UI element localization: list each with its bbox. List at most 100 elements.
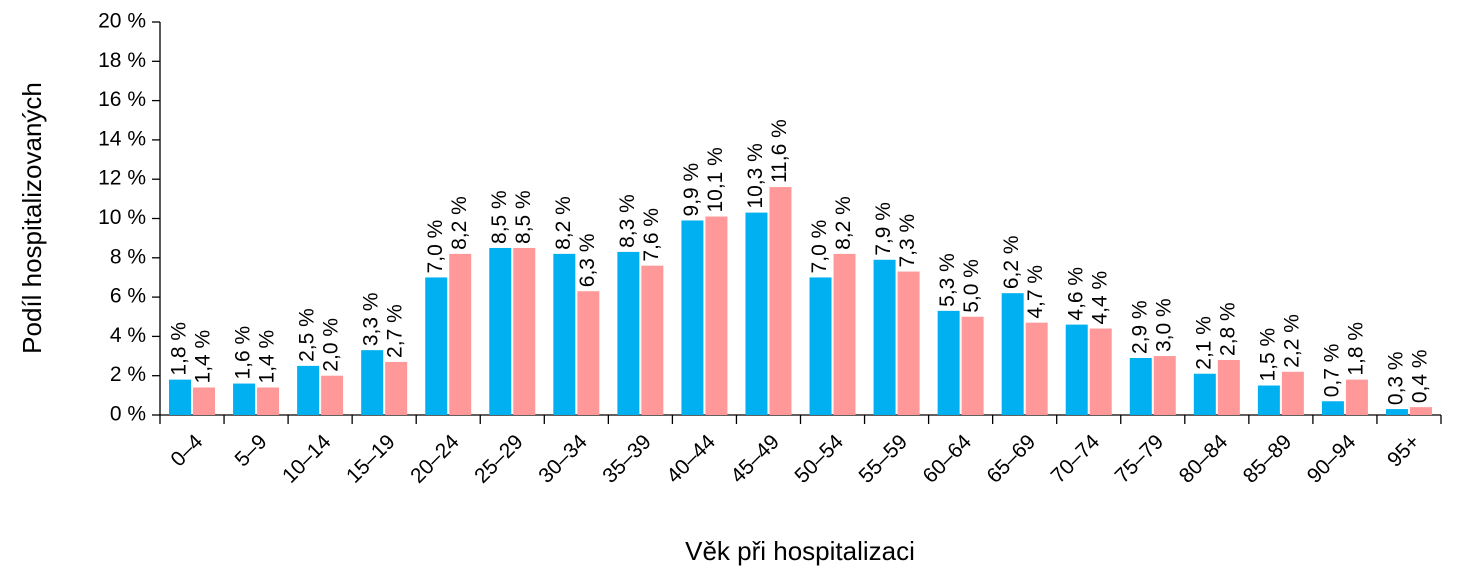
bar: [1409, 407, 1432, 415]
value-label: 6,3 %: [576, 234, 599, 288]
value-label: 8,2 %: [552, 196, 575, 250]
x-tick-label: 5–9: [230, 430, 271, 471]
bar: [809, 277, 832, 415]
x-tick-label: 50–54: [790, 430, 848, 488]
y-tick-label: 6 %: [110, 285, 146, 308]
value-label: 1,4 %: [256, 330, 279, 384]
value-label: 2,9 %: [1128, 300, 1151, 354]
value-label: 3,0 %: [1152, 298, 1175, 352]
bar: [1153, 356, 1176, 415]
x-tick-label: 65–69: [983, 430, 1041, 488]
value-label: 0,7 %: [1320, 344, 1343, 398]
x-tick-label: 10–14: [278, 430, 336, 488]
x-tick-label: 85–89: [1239, 430, 1297, 488]
x-tick-label: 25–29: [470, 430, 528, 488]
bar: [1321, 401, 1344, 415]
bar: [1193, 373, 1216, 415]
value-label: 9,9 %: [680, 163, 703, 217]
bar: [361, 350, 384, 415]
value-label: 7,9 %: [872, 202, 895, 256]
bar: [425, 277, 448, 415]
bar: [1257, 385, 1280, 415]
value-label: 2,0 %: [320, 318, 343, 372]
value-label: 8,5 %: [488, 190, 511, 244]
bar: [1281, 371, 1304, 415]
value-label: 1,4 %: [192, 330, 215, 384]
y-tick-label: 4 %: [110, 324, 146, 347]
value-label: 5,0 %: [960, 259, 983, 313]
value-label: 10,1 %: [704, 147, 727, 212]
value-label: 8,2 %: [832, 196, 855, 250]
y-axis-title: Podíl hospitalizovaných: [17, 82, 47, 354]
bar: [897, 271, 920, 415]
x-tick-label: 0–4: [166, 430, 207, 471]
value-label: 2,8 %: [1216, 302, 1239, 356]
y-tick-label: 8 %: [110, 245, 146, 268]
value-label: 2,2 %: [1280, 314, 1303, 368]
value-label: 4,7 %: [1024, 265, 1047, 319]
bar: [745, 212, 768, 415]
value-label: 4,4 %: [1088, 271, 1111, 325]
value-label: 2,7 %: [384, 304, 407, 358]
x-tick-label: 30–34: [534, 430, 592, 488]
value-label: 2,5 %: [296, 308, 319, 362]
value-label: 7,6 %: [640, 208, 663, 262]
x-tick-label: 80–84: [1175, 430, 1233, 488]
y-tick-label: 12 %: [98, 167, 146, 190]
value-label: 1,8 %: [168, 322, 191, 376]
x-axis-title: Věk při hospitalizaci: [685, 536, 915, 566]
x-tick-label: 95+: [1383, 430, 1424, 471]
value-label: 3,3 %: [360, 292, 383, 346]
value-label: 1,8 %: [1344, 322, 1367, 376]
value-label: 5,3 %: [936, 253, 959, 307]
value-label: 8,5 %: [512, 190, 535, 244]
bar: [193, 387, 216, 415]
bar: [489, 247, 512, 415]
bar: [449, 253, 472, 415]
x-tick-label: 15–19: [342, 430, 400, 488]
value-label: 0,4 %: [1409, 349, 1432, 403]
bar: [513, 247, 536, 415]
bar: [1345, 379, 1368, 415]
x-tick-label: 60–64: [919, 430, 977, 488]
bar: [553, 253, 576, 415]
bar: [257, 387, 280, 415]
value-label: 4,6 %: [1064, 267, 1087, 321]
x-tick-label: 40–44: [662, 430, 720, 488]
bar: [961, 316, 984, 415]
bar: [577, 291, 600, 415]
bar: [705, 216, 728, 415]
x-tick-label: 75–79: [1111, 430, 1169, 488]
x-tick-label: 35–39: [598, 430, 656, 488]
bar: [321, 375, 344, 415]
bar: [617, 251, 640, 415]
y-tick-label: 10 %: [98, 206, 146, 229]
y-tick-label: 16 %: [98, 88, 146, 111]
y-tick-label: 0 %: [110, 403, 146, 426]
bar: [169, 379, 192, 415]
x-tick-label: 45–49: [726, 430, 784, 488]
bar: [1217, 359, 1240, 415]
bar: [769, 187, 792, 415]
x-tick-label: 70–74: [1047, 430, 1105, 488]
value-label: 0,3 %: [1385, 351, 1408, 405]
bar: [297, 365, 320, 415]
bar: [1025, 322, 1048, 415]
value-label: 7,0 %: [424, 220, 447, 274]
bar: [641, 265, 664, 415]
y-tick-label: 2 %: [110, 363, 146, 386]
value-label: 6,2 %: [1000, 235, 1023, 289]
value-label: 8,3 %: [616, 194, 639, 248]
value-label: 1,6 %: [232, 326, 255, 380]
y-tick-label: 14 %: [98, 127, 146, 150]
x-tick-label: 90–94: [1303, 430, 1361, 488]
bar: [1129, 358, 1152, 415]
x-tick-label: 55–59: [854, 430, 912, 488]
bar: [385, 361, 408, 415]
y-tick-label: 18 %: [98, 49, 146, 72]
value-label: 11,6 %: [768, 119, 791, 183]
value-label: 7,3 %: [896, 214, 919, 268]
bar: [1089, 328, 1112, 415]
bar: [833, 253, 856, 415]
